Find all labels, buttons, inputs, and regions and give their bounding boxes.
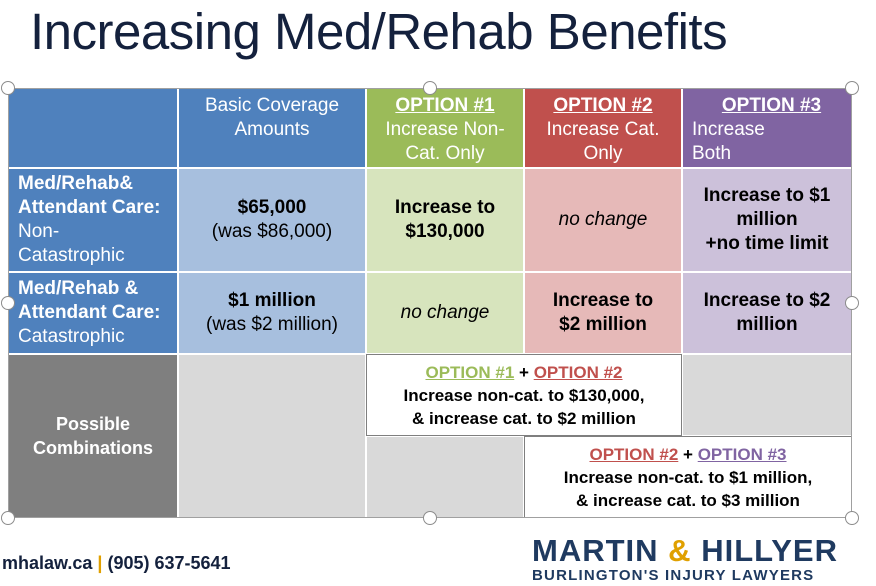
cat-basic-cell: $1 million (was $2 million): [178, 272, 366, 354]
combo2-line-1: Increase non-cat. to $1 million,: [563, 467, 813, 487]
header-basic-line-1: Basic Coverage: [204, 95, 340, 116]
option-3-desc-line-1: Increase: [692, 119, 765, 140]
footer-contact: mhalaw.ca | (905) 637-5641: [2, 553, 231, 574]
header-option-2: OPTION #2 Increase Cat. Only: [524, 88, 682, 168]
combo1-heading: OPTION #1 + OPTION #2: [425, 361, 622, 384]
option-3-desc-line-2: Both: [692, 143, 732, 164]
non-cat-option-1-cell: Increase to $130,000: [366, 168, 524, 272]
cat-option-2-cell: Increase to $2 million: [524, 272, 682, 354]
footer-phone: (905) 637-5641: [107, 553, 231, 573]
logo-wordmark: MARTIN & HILLYER: [532, 535, 866, 567]
non-cat-option-3-line-3: +no time limit: [705, 233, 829, 254]
option-1-name: OPTION #1: [395, 95, 495, 116]
logo-ampersand: &: [668, 533, 692, 568]
row1-label-bold-2: Attendant Care:: [18, 197, 161, 218]
header-option-3: OPTION #3 Increase Both: [682, 88, 852, 168]
combo1-option-a: OPTION #1: [425, 362, 515, 382]
benefits-table: Basic Coverage Amounts OPTION #1 Increas…: [8, 88, 852, 518]
non-cat-option-1-line-2: $130,000: [405, 221, 485, 242]
combo1-option-b: OPTION #2: [533, 362, 623, 382]
non-cat-option-2-cell: no change: [524, 168, 682, 272]
header-basic-coverage: Basic Coverage Amounts: [178, 88, 366, 168]
non-cat-option-2-text: no change: [558, 209, 648, 230]
empty-gray-cell: [178, 354, 366, 518]
cat-option-3-cell: Increase to $2 million: [682, 272, 852, 354]
non-cat-option-1-line-1: Increase to: [394, 197, 496, 218]
resize-handle-bottom-left[interactable]: [1, 511, 15, 525]
non-cat-option-3-cell: Increase to $1 million +no time limit: [682, 168, 852, 272]
cat-option-3-line-2: million: [736, 314, 798, 335]
row1-label-plain-2: Catastrophic: [18, 245, 125, 266]
firm-logo: MARTIN & HILLYER BURLINGTON'S INJURY LAW…: [532, 535, 866, 585]
cat-basic-note: (was $2 million): [206, 314, 338, 335]
resize-handle-top-right[interactable]: [845, 81, 859, 95]
row2-label-plain-1: Catastrophic: [18, 326, 125, 347]
cat-option-2-line-2: $2 million: [559, 314, 647, 335]
combo1-plus: +: [519, 362, 529, 382]
possible-combinations-label: Possible Combinations: [8, 354, 178, 518]
resize-handle-middle-left[interactable]: [1, 296, 15, 310]
non-cat-option-3-line-1: Increase to $1: [703, 185, 831, 206]
option-1-desc-line-2: Cat. Only: [405, 143, 485, 164]
cat-option-3-line-1: Increase to $2: [703, 290, 831, 311]
combinations-label-line-2: Combinations: [33, 438, 153, 458]
combo2-line-2: & increase cat. to $3 million: [576, 490, 800, 510]
resize-handle-bottom-right[interactable]: [845, 511, 859, 525]
header-blank-cell: [8, 88, 178, 168]
non-cat-basic-note: (was $86,000): [211, 221, 333, 242]
cat-basic-value: $1 million: [228, 290, 316, 311]
cat-option-1-cell: no change: [366, 272, 524, 354]
logo-tagline: BURLINGTON'S INJURY LAWYERS: [532, 567, 815, 584]
combo2-plus: +: [683, 444, 693, 464]
cat-option-2-line-1: Increase to: [552, 290, 654, 311]
option-3-name: OPTION #3: [721, 95, 822, 116]
option-2-desc-line-2: Only: [583, 143, 623, 164]
row2-label-bold-2: Attendant Care:: [18, 302, 161, 323]
option-2-desc-line-1: Increase Cat.: [546, 119, 660, 140]
non-cat-option-3-line-2: million: [736, 209, 798, 230]
option-1-desc-line-1: Increase Non-: [385, 119, 505, 140]
combination-option-2-3: OPTION #2 + OPTION #3 Increase non-cat. …: [524, 436, 852, 518]
row1-label-bold-1: Med/Rehab&: [18, 173, 134, 194]
header-basic-line-2: Amounts: [234, 119, 310, 140]
non-cat-basic-cell: $65,000 (was $86,000): [178, 168, 366, 272]
non-cat-basic-value: $65,000: [237, 197, 307, 218]
resize-handle-top-left[interactable]: [1, 81, 15, 95]
empty-gray-cell: [366, 436, 524, 518]
combo1-line-2: & increase cat. to $2 million: [412, 408, 636, 428]
combo2-heading: OPTION #2 + OPTION #3: [589, 443, 786, 466]
row1-label-plain-1: Non-: [18, 221, 60, 242]
combination-option-1-2: OPTION #1 + OPTION #2 Increase non-cat. …: [366, 354, 682, 436]
empty-gray-cell: [682, 354, 852, 436]
footer-website: mhalaw.ca: [2, 553, 93, 573]
option-2-name: OPTION #2: [553, 95, 653, 116]
row2-label-bold-1: Med/Rehab &: [18, 278, 139, 299]
resize-handle-bottom-middle[interactable]: [423, 511, 437, 525]
cat-option-1-text: no change: [400, 302, 490, 323]
logo-name-right: HILLYER: [701, 533, 838, 568]
combo1-line-1: Increase non-cat. to $130,000,: [403, 385, 645, 405]
resize-handle-middle-right[interactable]: [845, 296, 859, 310]
row-label-non-catastrophic: Med/Rehab& Attendant Care: Non- Catastro…: [8, 168, 178, 272]
row-label-catastrophic: Med/Rehab & Attendant Care: Catastrophic: [8, 272, 178, 354]
combo2-option-b: OPTION #3: [697, 444, 787, 464]
slide-title: Increasing Med/Rehab Benefits: [30, 3, 728, 60]
combo2-option-a: OPTION #2: [589, 444, 679, 464]
footer-separator: |: [97, 553, 103, 573]
header-option-1: OPTION #1 Increase Non- Cat. Only: [366, 88, 524, 168]
combinations-label-line-1: Possible: [55, 414, 131, 434]
resize-handle-top-middle[interactable]: [423, 81, 437, 95]
logo-name-left: MARTIN: [532, 533, 659, 568]
